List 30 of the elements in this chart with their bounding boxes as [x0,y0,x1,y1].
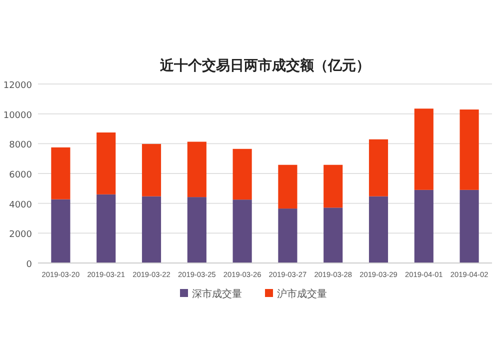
bar [414,108,434,190]
legend-label: 沪市成交量 [277,288,327,300]
bar [51,147,70,200]
bar [96,194,116,263]
bar [187,142,206,198]
bar [278,208,298,263]
bar [368,139,388,196]
legend-label: 深市成交量 [192,288,242,300]
y-tick-label: 8000 [9,140,32,151]
y-tick-label: 2000 [9,230,32,240]
bar [368,196,388,263]
bar [324,208,343,263]
bar [278,164,298,209]
y-tick-label: 0 [26,260,32,270]
bar [142,144,162,196]
chart-title: 近十个交易日两市成交额（亿元） [159,57,370,74]
bar [414,190,434,263]
bar [142,196,162,263]
bar [460,190,479,263]
y-tick-label: 6000 [9,170,32,180]
bar [324,164,343,208]
bar [187,197,206,263]
bar [96,132,116,194]
bar [232,148,252,200]
y-tick-label: 4000 [9,200,32,210]
y-tick-label: 10000 [3,110,32,121]
bar [460,110,479,190]
bar [51,199,70,263]
y-tick-label: 12000 [3,81,32,91]
bar [232,200,252,263]
